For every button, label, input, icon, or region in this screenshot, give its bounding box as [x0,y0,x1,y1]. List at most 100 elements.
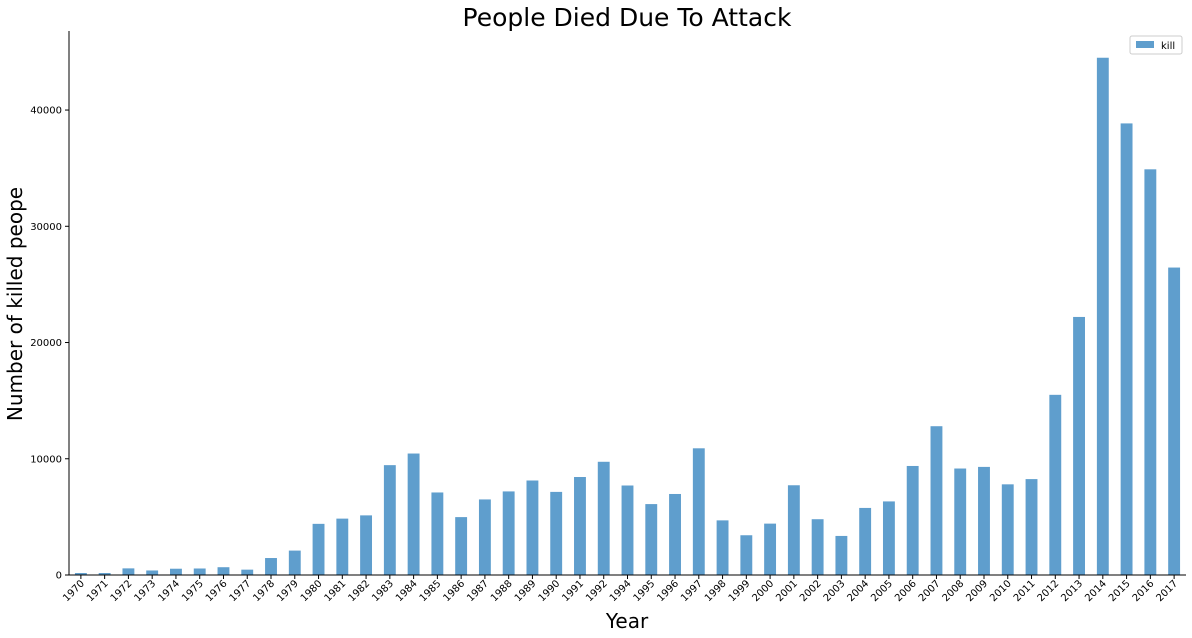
x-tick-label: 2017 [1154,578,1180,604]
x-tick-label: 1973 [133,578,159,604]
x-tick-label: 2015 [1107,578,1133,604]
bar-1980 [312,523,325,575]
bar-1986 [455,517,468,575]
bar-2010 [1001,484,1014,575]
bar-1990 [550,491,563,575]
y-tick-label: 30000 [30,222,62,233]
x-tick-label: 2003 [822,578,848,604]
bar-1978 [265,558,277,575]
bar-1975 [193,568,206,575]
bar-1976 [217,567,230,575]
legend-box [1129,35,1183,55]
bar-2012 [1049,394,1062,575]
bar-1988 [502,491,515,575]
x-tick-label: 1986 [441,578,467,604]
x-tick-label: 1977 [228,578,254,604]
x-tick-label: 1990 [537,578,563,604]
x-axis-label: Year [605,609,649,633]
bar-1970 [74,573,87,575]
y-tick-label: 0 [56,571,62,582]
bar-2004 [859,507,872,575]
bar-1982 [360,515,373,575]
x-tick-label: 2012 [1036,578,1062,604]
bar-2009 [978,466,990,575]
x-tick-label: 1985 [418,578,444,604]
x-tick-label: 1979 [275,578,301,604]
x-tick-label: 1999 [727,578,753,604]
bar-2005 [882,501,895,575]
bar-2013 [1073,316,1085,575]
bar-2003 [835,535,848,575]
x-tick-label: 2011 [1012,578,1038,604]
legend-swatch [1136,41,1154,48]
y-axis-label: Number of killed peope [3,187,27,421]
bar-1991 [574,477,586,575]
bar-1997 [692,448,705,575]
x-tick-label: 1972 [109,578,135,604]
bar-1998 [716,520,729,575]
bar-1971 [98,573,111,575]
y-tick-label: 10000 [30,454,62,465]
bar-1974 [170,568,182,575]
bars-group [74,57,1181,576]
x-tick-label: 2016 [1131,578,1157,604]
legend: kill [1129,35,1183,55]
x-tick-label: 1970 [61,578,87,604]
x-tick-label: 1982 [346,578,372,604]
bar-2017 [1168,267,1181,575]
bar-2000 [764,523,777,575]
x-tick-label: 2004 [846,578,872,604]
x-tick-label: 2000 [750,578,776,604]
bar-2006 [906,465,919,575]
x-tick-label: 1996 [655,578,681,604]
bar-2008 [954,468,967,575]
x-tick-label: 2007 [917,578,943,604]
x-tick-label: 1998 [703,578,729,604]
bar-1983 [383,465,396,575]
x-tick-label: 1989 [513,578,539,604]
bar-2011 [1025,479,1038,575]
x-tick-label: 1971 [85,578,111,604]
x-tick-label: 2014 [1083,578,1109,604]
x-tick-label: 1976 [204,578,230,604]
x-tick-label: 1974 [156,578,182,604]
bar-2002 [811,519,824,575]
chart-title: People Died Due To Attack [463,3,792,32]
bar-1972 [122,568,135,575]
x-tick-label: 2010 [988,578,1014,604]
bar-1984 [407,453,420,575]
x-tick-label: 2006 [893,578,919,604]
x-tick-label: 2002 [798,578,824,604]
bar-1979 [288,550,301,575]
bar-1989 [526,480,539,575]
x-tick-label: 1997 [679,578,705,604]
bar-2001 [787,485,800,575]
y-tick-label: 40000 [30,106,62,117]
bar-2016 [1144,169,1157,575]
x-tick-label: 1987 [465,578,491,604]
x-tick-label: 2008 [941,578,967,604]
bar-1995 [645,504,658,575]
bar-1973 [146,570,159,575]
x-tick-label: 2005 [869,578,895,604]
y-axis-ticks: 0 10000 20000 30000 40000 [30,106,69,582]
bar-1987 [478,499,491,575]
x-axis-ticks: 1970197119721973197419751976197719781979… [61,575,1180,604]
x-tick-label: 2013 [1059,578,1085,604]
bar-1985 [431,492,444,575]
bar-1992 [597,461,610,575]
bar-2007 [930,426,943,575]
bar-1981 [336,518,349,575]
x-tick-label: 1983 [370,578,396,604]
x-tick-label: 2009 [964,578,990,604]
x-tick-label: 1975 [180,578,206,604]
x-tick-label: 1994 [608,578,634,604]
x-tick-label: 1988 [489,578,515,604]
x-tick-label: 1984 [394,578,420,604]
bar-1999 [740,535,753,575]
bar-1994 [621,485,634,575]
x-tick-label: 1995 [632,578,658,604]
x-tick-label: 1981 [323,578,349,604]
x-tick-label: 1980 [299,578,325,604]
bar-2014 [1096,57,1109,576]
